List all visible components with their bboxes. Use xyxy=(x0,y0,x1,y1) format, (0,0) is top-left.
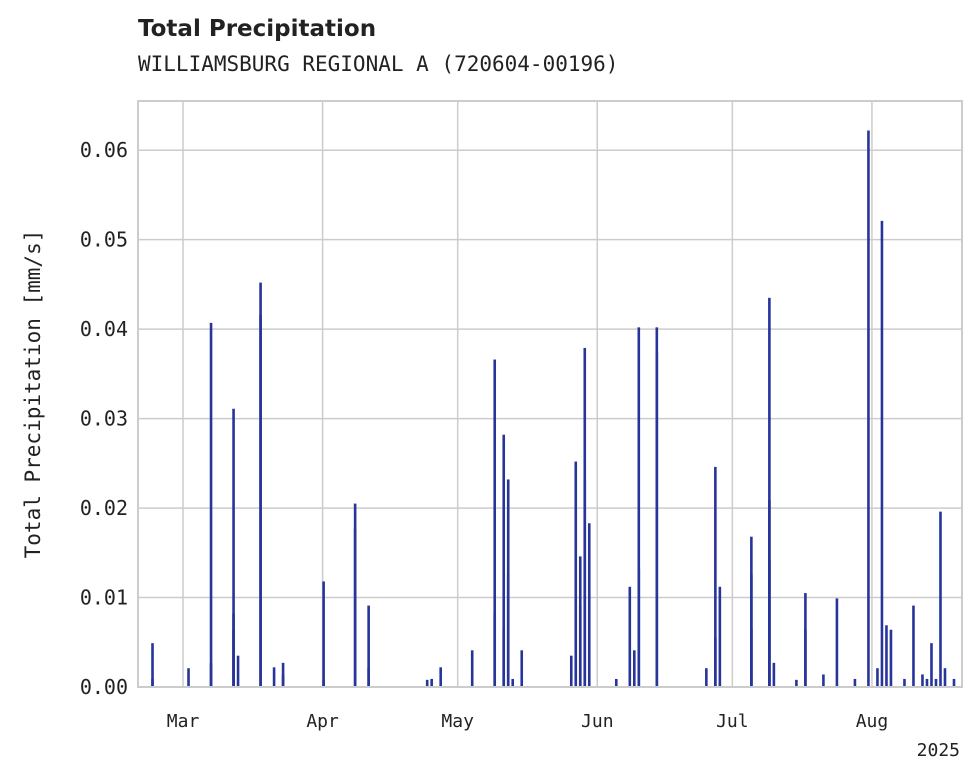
precipitation-bar xyxy=(939,511,942,687)
y-tick-label: 0.02 xyxy=(80,496,128,520)
precipitation-bar xyxy=(209,322,213,687)
precipitation-bar xyxy=(903,678,906,687)
precipitation-bar xyxy=(912,605,915,687)
x-tick-label: May xyxy=(441,711,474,732)
precipitation-bar xyxy=(502,434,506,687)
precipitation-bar xyxy=(952,678,956,687)
precipitation-bar xyxy=(259,314,262,687)
precipitation-bar xyxy=(925,678,929,687)
x-tick-label: Aug xyxy=(856,711,889,732)
precipitation-bar xyxy=(425,679,429,687)
precipitation-bar xyxy=(822,674,825,687)
y-tick-label: 0.01 xyxy=(80,586,128,610)
precipitation-bar xyxy=(885,625,888,687)
precipitation-bar xyxy=(750,536,753,687)
precipitation-bar xyxy=(353,503,357,687)
precipitation-bar xyxy=(574,461,578,687)
y-tick-label: 0.06 xyxy=(80,138,128,162)
precipitation-bar xyxy=(921,674,924,687)
precipitation-bar xyxy=(714,637,717,687)
precipitation-bar xyxy=(930,643,933,687)
chart-subtitle: WILLIAMSBURG REGIONAL A (720604-00196) xyxy=(138,52,619,76)
precipitation-bar xyxy=(272,667,276,687)
precipitation-bar xyxy=(750,628,753,687)
precipitation-bar xyxy=(151,643,154,687)
precipitation-bar xyxy=(768,297,771,687)
precipitation-bar xyxy=(520,650,524,687)
precipitation-bar xyxy=(889,629,893,687)
precipitation-bar xyxy=(430,678,433,687)
precipitation-bar xyxy=(187,668,190,687)
precipitation-bar xyxy=(718,586,722,687)
precipitation-bar xyxy=(578,605,582,687)
precipitation-bar xyxy=(367,668,370,687)
precipitation-bar xyxy=(232,613,235,687)
y-axis-label: Total Precipitation [mm/s] xyxy=(21,230,45,559)
x-tick-label: Apr xyxy=(306,711,339,732)
chart-title: Total Precipitation xyxy=(138,16,377,42)
precipitation-bar xyxy=(804,593,807,687)
precipitation-bar xyxy=(587,523,591,687)
bar-series xyxy=(151,130,956,687)
precipitation-bar xyxy=(236,655,240,687)
precipitation-bar xyxy=(853,678,857,687)
x-tick-label: Jun xyxy=(581,711,614,732)
grid-lines xyxy=(138,101,962,688)
precipitation-bar xyxy=(470,650,474,687)
precipitation-bar xyxy=(768,500,771,687)
precipitation-bar xyxy=(867,130,870,687)
precipitation-bar xyxy=(367,605,370,687)
x-tick-label: Jul xyxy=(716,711,749,732)
precipitation-bar xyxy=(772,662,776,687)
y-tick-label: 0.04 xyxy=(80,317,128,341)
precipitation-bar xyxy=(880,220,884,687)
x-tick-labels: Mar Apr May Jun Jul Aug xyxy=(167,711,888,732)
precipitation-bar xyxy=(714,466,717,687)
precipitation-bar xyxy=(493,359,497,687)
precipitation-bar xyxy=(614,678,618,687)
y-tick-labels: 0.00 0.01 0.02 0.03 0.04 0.05 0.06 xyxy=(80,138,128,699)
y-tick-label: 0.05 xyxy=(80,228,128,252)
precipitation-bar xyxy=(628,586,632,687)
precipitation-bar xyxy=(506,479,510,687)
precipitation-bar xyxy=(232,408,235,687)
precipitation-bar xyxy=(934,678,938,687)
precipitation-bar xyxy=(637,327,641,687)
precipitation-bar xyxy=(439,667,442,687)
precipitation-bar xyxy=(876,668,879,687)
precipitation-bar xyxy=(151,678,154,687)
plot-frame xyxy=(137,100,963,688)
precipitation-bar xyxy=(655,327,659,687)
precipitation-bar xyxy=(583,479,587,687)
precipitation-bar xyxy=(633,650,636,687)
x-year-label: 2025 xyxy=(917,740,960,761)
y-tick-label: 0.00 xyxy=(80,675,128,699)
precipitation-bar xyxy=(705,668,708,687)
precipitation-bar xyxy=(943,668,947,687)
precipitation-bar xyxy=(511,678,515,687)
precipitation-bar xyxy=(322,581,325,687)
precipitation-bar xyxy=(281,674,285,687)
precipitation-bar xyxy=(835,598,839,687)
x-tick-label: Mar xyxy=(167,711,200,732)
y-tick-label: 0.03 xyxy=(80,407,128,431)
precipitation-bar xyxy=(569,655,573,687)
precipitation-bar xyxy=(795,679,798,687)
